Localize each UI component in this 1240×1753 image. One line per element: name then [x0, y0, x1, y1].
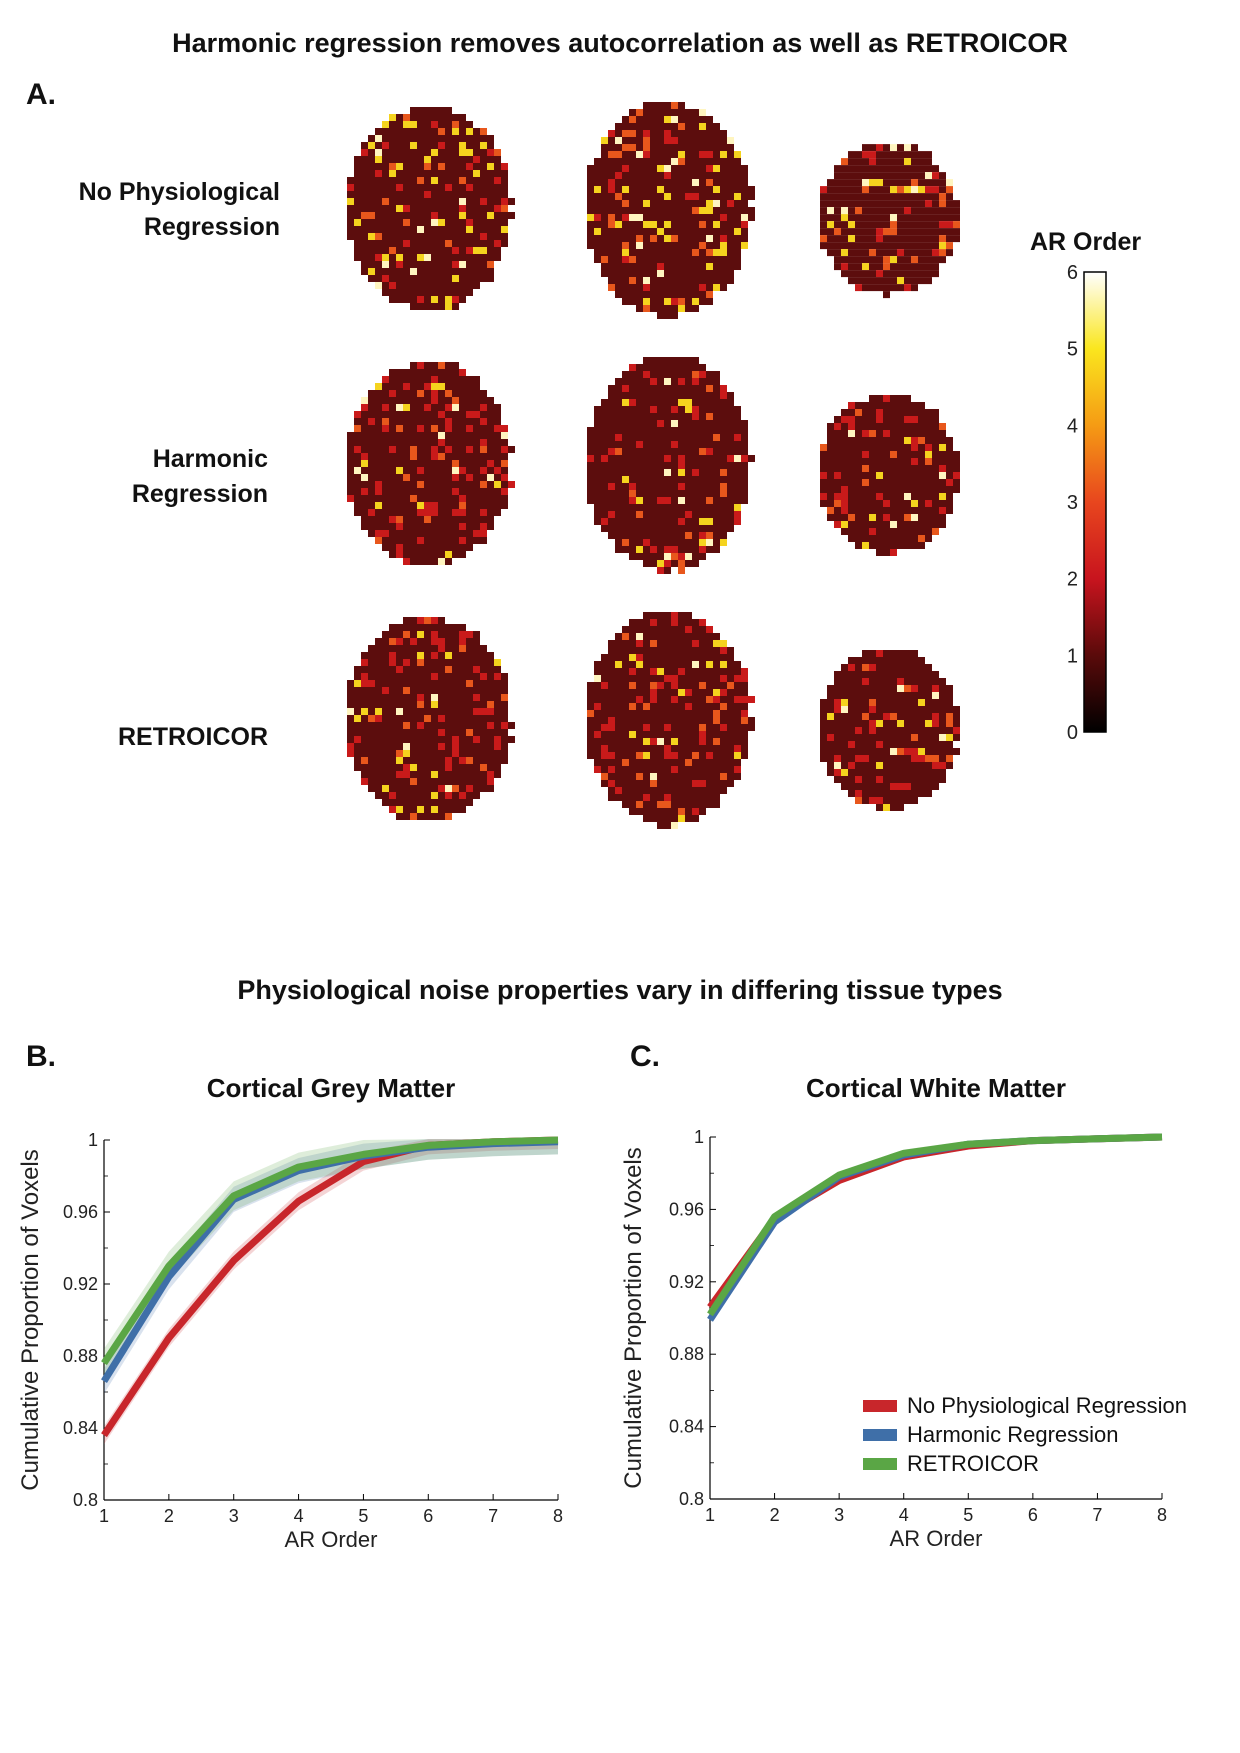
colorbar-tick-label: 2: [1067, 569, 1078, 591]
brain-slice: [820, 650, 960, 811]
colorbar-tick-label: 4: [1067, 415, 1078, 437]
x-tick-label: 8: [1157, 1505, 1167, 1525]
row-label-line2: Regression: [143, 213, 280, 241]
x-axis-label: AR Order: [285, 1527, 378, 1552]
x-tick-label: 3: [834, 1505, 844, 1525]
legend-swatch: [863, 1400, 897, 1412]
panel-label-b: B.: [26, 1040, 56, 1073]
colorbar-gradient: [1083, 271, 1107, 733]
y-tick-label: 0.8: [73, 1490, 98, 1510]
row-label-no-physio: No Physiological Regression: [0, 175, 280, 245]
x-tick-label: 7: [1092, 1505, 1102, 1525]
chart-title: Cortical White Matter: [806, 1075, 1066, 1103]
y-tick-label: 0.96: [669, 1199, 704, 1219]
chart-grey-matter: Cortical Grey Matter 0.8 0.84 0.88 0.92 0.96 1…: [17, 1075, 563, 1552]
x-tick-label: 2: [770, 1505, 780, 1525]
legend-swatch: [863, 1429, 897, 1441]
y-tick-label: 1: [694, 1127, 704, 1147]
brain-slice: [587, 102, 755, 319]
y-tick-label: 0.92: [669, 1272, 704, 1292]
colorbar-tick-label: 5: [1067, 339, 1078, 361]
x-tick-label: 6: [423, 1506, 433, 1526]
brain-slice: [587, 612, 755, 829]
y-tick-label: 0.88: [63, 1346, 98, 1366]
series-line: [707, 1133, 1163, 1317]
brain-slice: [820, 144, 960, 299]
x-tick-label: 4: [899, 1505, 909, 1525]
x-axis-label: AR Order: [890, 1526, 983, 1551]
figure-title-bottom: Physiological noise properties vary in d…: [237, 975, 1003, 1005]
y-axis-label: Cumulative Proportion of Voxels: [17, 1149, 44, 1491]
row-label-line2: Regression: [131, 480, 268, 508]
brain-slice: [347, 617, 515, 820]
y-tick-label: 0.84: [669, 1417, 704, 1437]
x-tick-label: 4: [294, 1506, 304, 1526]
legend-swatch: [863, 1458, 897, 1470]
legend-label: No Physiological Regression: [907, 1393, 1187, 1418]
x-tick-label: 3: [229, 1506, 239, 1526]
colorbar: 0 1 2 3 4 5 6: [1067, 262, 1107, 744]
figure-title-top: Harmonic regression removes autocorrelat…: [172, 28, 1068, 58]
panel-label-a: A.: [26, 78, 56, 111]
y-tick-label: 0.96: [63, 1202, 98, 1222]
x-tick-label: 8: [553, 1506, 563, 1526]
colorbar-tick-label: 3: [1067, 492, 1078, 514]
brain-row-2: [347, 612, 960, 829]
row-label-retroicor: RETROICOR: [0, 720, 268, 755]
x-tick-label: 2: [164, 1506, 174, 1526]
row-label-harmonic: Harmonic Regression: [0, 442, 268, 512]
chart-white-matter: Cortical White Matter 0.8 0.84 0.88 0.92 0.96…: [620, 1075, 1187, 1551]
x-tick-label: 5: [358, 1506, 368, 1526]
y-tick-label: 0.92: [63, 1274, 98, 1294]
brain-slice: [820, 395, 960, 556]
row-label-line1: No Physiological: [78, 178, 280, 206]
row-label-line1: Harmonic: [152, 445, 268, 473]
series-band: [710, 1136, 1162, 1318]
panel-label-c: C.: [630, 1040, 660, 1073]
x-tick-label: 6: [1028, 1505, 1038, 1525]
legend-label: Harmonic Regression: [907, 1422, 1119, 1447]
series-line: [707, 1133, 1163, 1322]
x-tick-label: 5: [963, 1505, 973, 1525]
y-tick-label: 0.8: [679, 1489, 704, 1509]
x-tick-label: 1: [705, 1505, 715, 1525]
row-label-line1: RETROICOR: [118, 723, 268, 751]
y-tick-label: 1: [88, 1130, 98, 1150]
legend-label: RETROICOR: [907, 1451, 1039, 1476]
brain-slice: [347, 107, 515, 310]
colorbar-tick-label: 1: [1067, 645, 1078, 667]
series-line: [101, 1136, 559, 1366]
y-axis-label: Cumulative Proportion of Voxels: [620, 1147, 647, 1489]
brain-maps: [347, 102, 960, 829]
colorbar-tick-label: 0: [1067, 722, 1078, 744]
colorbar-title: AR Order: [1030, 228, 1142, 256]
brain-slice: [347, 362, 515, 565]
x-tick-label: 1: [99, 1506, 109, 1526]
y-tick-label: 0.84: [63, 1418, 98, 1438]
series-line: [101, 1136, 559, 1438]
brain-slice: [587, 357, 755, 574]
y-tick-label: 0.88: [669, 1344, 704, 1364]
colorbar-tick-label: 6: [1067, 262, 1078, 284]
brain-row-0: [347, 102, 960, 319]
chart-title: Cortical Grey Matter: [207, 1075, 456, 1103]
brain-row-1: [347, 357, 960, 574]
series-band: [710, 1136, 1162, 1324]
x-tick-label: 7: [488, 1506, 498, 1526]
